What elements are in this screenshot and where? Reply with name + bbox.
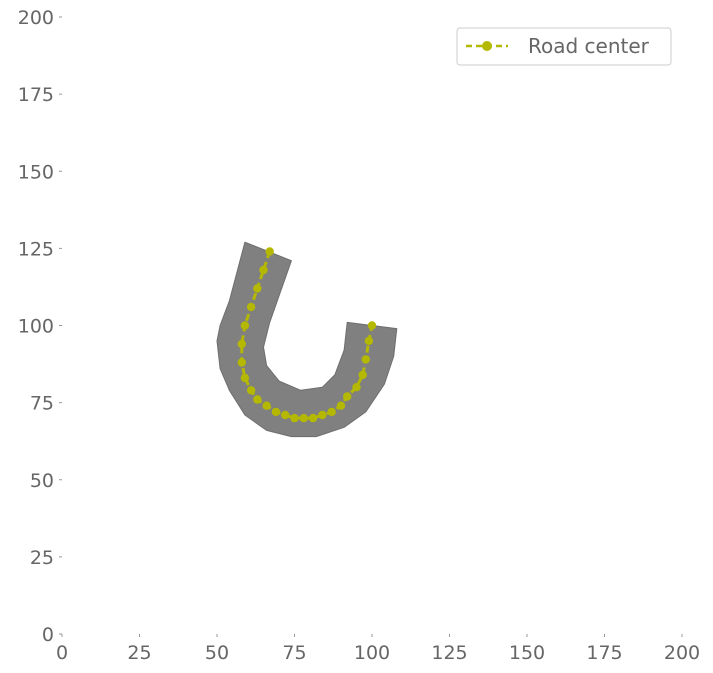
data-point <box>253 284 262 293</box>
x-tick-label: 125 <box>431 642 467 664</box>
data-point <box>253 395 262 404</box>
data-point <box>299 413 308 423</box>
data-point <box>237 339 246 349</box>
road-area <box>216 241 398 438</box>
x-tick-label: 50 <box>205 642 229 664</box>
data-point <box>352 383 361 392</box>
data-point <box>318 410 327 420</box>
data-point <box>246 386 256 395</box>
y-tick-label: 175 <box>18 84 54 106</box>
series-layer <box>237 247 377 423</box>
data-point <box>290 413 299 423</box>
x-tick-label: 150 <box>509 642 545 664</box>
y-tick-label: 25 <box>30 547 54 569</box>
x-tick-label: 100 <box>354 642 390 664</box>
x-tick-label: 25 <box>127 642 151 664</box>
data-point <box>281 410 290 420</box>
x-tick-label: 75 <box>282 642 306 664</box>
data-point <box>361 355 370 364</box>
y-tick-label: 150 <box>18 161 54 183</box>
data-point <box>367 321 377 330</box>
data-point <box>246 302 256 312</box>
data-point <box>327 407 336 417</box>
axes: 0 25 50 75 100 125 150 175 200 0 25 50 75 100 125 150 17… <box>18 7 700 664</box>
data-point <box>240 321 250 330</box>
data-point <box>364 336 374 346</box>
legend: Road center <box>456 27 672 66</box>
data-point <box>336 401 346 410</box>
x-tick-label: 175 <box>586 642 622 664</box>
data-point <box>271 407 281 417</box>
x-tick-label: 0 <box>56 642 68 664</box>
y-tick-label: 0 <box>42 624 54 646</box>
y-tick-label: 125 <box>18 238 54 260</box>
road-polygon <box>216 241 398 438</box>
y-tick-label: 200 <box>18 7 54 29</box>
data-point <box>262 401 271 410</box>
legend-label: Road center <box>528 34 650 58</box>
data-point <box>358 370 367 380</box>
data-point <box>240 373 250 383</box>
data-point <box>259 265 268 275</box>
data-point <box>308 413 318 423</box>
y-tick-label: 50 <box>30 470 54 492</box>
y-tick-label: 100 <box>18 316 54 338</box>
data-point <box>237 358 246 367</box>
legend-marker-swatch <box>482 41 492 51</box>
y-tick-label: 75 <box>30 393 54 415</box>
legend-frame <box>456 27 672 66</box>
data-point <box>265 247 274 256</box>
x-tick-label: 200 <box>664 642 700 664</box>
data-point <box>343 392 352 401</box>
